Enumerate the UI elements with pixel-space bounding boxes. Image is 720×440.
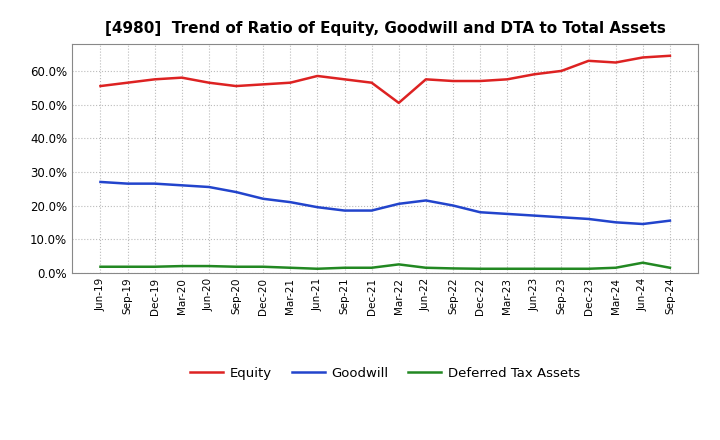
Deferred Tax Assets [286,265,294,271]
Deferred Tax Assets [449,266,457,271]
Deferred Tax Assets [96,264,105,269]
Deferred Tax Assets [639,260,647,265]
Equity [232,84,240,89]
Equity [611,60,620,65]
Goodwill [421,198,430,203]
Equity [96,84,105,89]
Equity [150,77,159,82]
Deferred Tax Assets [259,264,268,269]
Goodwill [367,208,376,213]
Deferred Tax Assets [421,265,430,271]
Line: Equity: Equity [101,56,670,103]
Goodwill [476,209,485,215]
Goodwill [341,208,349,213]
Goodwill [395,201,403,206]
Equity [665,53,674,59]
Equity [395,100,403,106]
Equity [178,75,186,80]
Goodwill [530,213,539,218]
Equity [639,55,647,60]
Deferred Tax Assets [123,264,132,269]
Deferred Tax Assets [530,266,539,271]
Deferred Tax Assets [584,266,593,271]
Deferred Tax Assets [150,264,159,269]
Deferred Tax Assets [178,264,186,269]
Goodwill [150,181,159,186]
Goodwill [611,220,620,225]
Goodwill [232,189,240,194]
Line: Deferred Tax Assets: Deferred Tax Assets [101,263,670,269]
Equity [259,82,268,87]
Line: Goodwill: Goodwill [101,182,670,224]
Equity [530,72,539,77]
Equity [123,80,132,85]
Deferred Tax Assets [204,264,213,269]
Goodwill [557,215,566,220]
Goodwill [178,183,186,188]
Equity [557,68,566,73]
Goodwill [123,181,132,186]
Goodwill [503,211,511,216]
Goodwill [96,180,105,185]
Legend: Equity, Goodwill, Deferred Tax Assets: Equity, Goodwill, Deferred Tax Assets [185,362,585,385]
Deferred Tax Assets [503,266,511,271]
Title: [4980]  Trend of Ratio of Equity, Goodwill and DTA to Total Assets: [4980] Trend of Ratio of Equity, Goodwil… [105,21,665,36]
Goodwill [665,218,674,223]
Goodwill [259,196,268,202]
Deferred Tax Assets [476,266,485,271]
Equity [367,80,376,85]
Equity [503,77,511,82]
Deferred Tax Assets [341,265,349,271]
Equity [476,78,485,84]
Goodwill [639,221,647,227]
Goodwill [313,205,322,210]
Deferred Tax Assets [367,265,376,271]
Deferred Tax Assets [313,266,322,271]
Equity [584,58,593,63]
Goodwill [584,216,593,222]
Goodwill [449,203,457,208]
Equity [449,78,457,84]
Deferred Tax Assets [232,264,240,269]
Equity [204,80,213,85]
Equity [286,80,294,85]
Equity [421,77,430,82]
Deferred Tax Assets [665,265,674,271]
Equity [341,77,349,82]
Equity [313,73,322,79]
Deferred Tax Assets [557,266,566,271]
Deferred Tax Assets [395,262,403,267]
Deferred Tax Assets [611,265,620,271]
Goodwill [286,199,294,205]
Goodwill [204,184,213,190]
